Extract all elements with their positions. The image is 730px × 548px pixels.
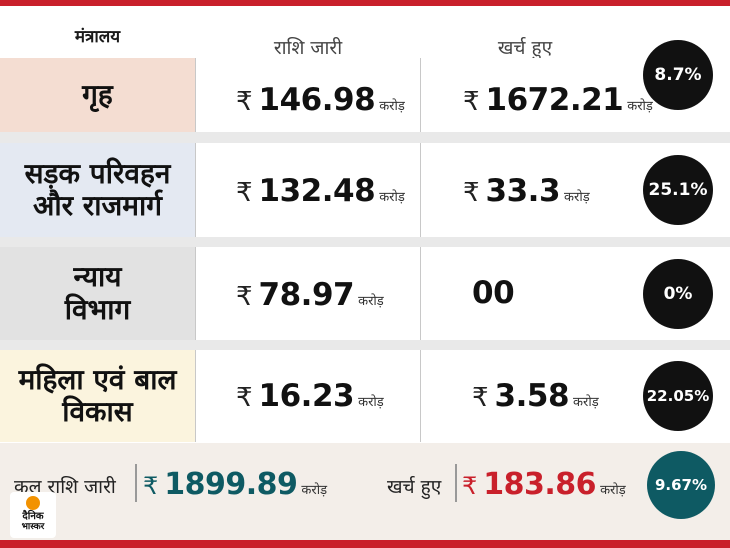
issued-amount: ₹ 146.98 करोड़ (236, 82, 405, 118)
issued-amount: ₹ 78.97 करोड़ (236, 277, 384, 313)
column-divider (420, 350, 421, 442)
header-amount-spent: खर्च हुए (497, 37, 553, 59)
ministry-label: गृह (0, 58, 195, 132)
ministry-label-line1: सड़क परिवहन (24, 156, 171, 190)
spent-amount: ₹ 33.3 करोड़ (463, 173, 590, 209)
percent-badge: 0% (643, 259, 713, 329)
unit-label: करोड़ (301, 483, 328, 498)
logo-line2: भास्कर (21, 522, 45, 532)
unit-label: करोड़ (564, 190, 590, 205)
currency-symbol: ₹ (143, 472, 159, 500)
issued-value: 78.97 (258, 277, 355, 313)
ministry-label-line1: न्याय (73, 260, 122, 294)
bottom-accent-bar (0, 540, 730, 548)
column-divider (420, 58, 421, 132)
total-issued-value: 1899.89 (164, 467, 298, 502)
currency-symbol: ₹ (462, 472, 478, 500)
table-row: सड़क परिवहन और राजमार्ग ₹ 132.48 करोड़ ₹… (0, 143, 730, 237)
total-spent-amount: ₹ 183.86 करोड़ (462, 467, 626, 502)
unit-label: करोड़ (379, 190, 405, 205)
ministry-label-line1: महिला एवं बाल (18, 362, 177, 396)
table-row: महिला एवं बाल विकास ₹ 16.23 करोड़ ₹ 3.58… (0, 350, 730, 442)
total-spent-value: 183.86 (483, 467, 597, 502)
currency-symbol: ₹ (236, 178, 253, 208)
total-summary: कुल राशि जारी ₹ 1899.89 करोड़ खर्च हुए ₹… (0, 443, 730, 540)
spent-amount: 00 (472, 275, 515, 311)
percent-badge: 25.1% (643, 155, 713, 225)
issued-value: 132.48 (258, 173, 376, 209)
ministry-label-line2: विकास (62, 395, 133, 428)
column-divider (420, 143, 421, 237)
spent-value: 00 (472, 275, 515, 311)
column-divider (195, 143, 196, 237)
issued-amount: ₹ 132.48 करोड़ (236, 173, 405, 209)
spent-amount: ₹ 3.58 करोड़ (472, 378, 599, 414)
currency-symbol: ₹ (236, 383, 253, 413)
unit-label: करोड़ (379, 99, 405, 114)
sun-icon (26, 496, 40, 510)
currency-symbol: ₹ (472, 383, 489, 413)
dainik-bhaskar-logo: दैनिक भास्कर (10, 492, 56, 538)
column-divider (420, 247, 421, 340)
spent-amount: ₹ 1672.21 करोड़ (463, 82, 653, 118)
total-divider (455, 464, 457, 502)
currency-symbol: ₹ (463, 178, 480, 208)
spent-value: 1672.21 (485, 82, 624, 118)
spent-value: 33.3 (485, 173, 561, 209)
issued-value: 146.98 (258, 82, 376, 118)
table-header: मंत्रालय राशि जारी खर्च हुए (0, 6, 730, 59)
total-divider (135, 464, 137, 502)
currency-symbol: ₹ (463, 87, 480, 117)
currency-symbol: ₹ (236, 282, 253, 312)
column-divider (195, 247, 196, 340)
total-issued-amount: ₹ 1899.89 करोड़ (143, 467, 327, 502)
ministry-label-line2: और राजमार्ग (32, 189, 163, 222)
spent-value: 3.58 (494, 378, 570, 414)
total-percent-badge: 9.67% (647, 451, 715, 519)
logo-line1: दैनिक (22, 511, 44, 522)
column-divider (195, 58, 196, 132)
table-row: न्याय विभाग ₹ 78.97 करोड़ 00 0% (0, 247, 730, 340)
total-spent-label: खर्च हुए (387, 476, 442, 498)
currency-symbol: ₹ (236, 87, 253, 117)
ministry-label: महिला एवं बाल विकास (0, 350, 195, 442)
percent-badge: 22.05% (643, 361, 713, 431)
unit-label: करोड़ (600, 483, 626, 498)
unit-label: करोड़ (573, 395, 599, 410)
table-row: गृह ₹ 146.98 करोड़ ₹ 1672.21 करोड़ 8.7% (0, 40, 730, 132)
unit-label: करोड़ (358, 294, 384, 309)
row-divider (0, 237, 730, 247)
unit-label: करोड़ (627, 99, 653, 114)
ministry-label-line2: विभाग (64, 292, 131, 326)
row-divider (0, 340, 730, 350)
ministry-label-line1: गृह (82, 77, 113, 111)
top-accent-bar (0, 0, 730, 6)
header-ministry: मंत्रालय (74, 27, 121, 47)
ministry-label: न्याय विभाग (0, 247, 195, 340)
ministry-label: सड़क परिवहन और राजमार्ग (0, 143, 195, 237)
column-divider (195, 350, 196, 442)
unit-label: करोड़ (358, 395, 384, 410)
issued-amount: ₹ 16.23 करोड़ (236, 378, 384, 414)
row-divider (0, 132, 730, 143)
header-amount-issued: राशि जारी (273, 37, 343, 59)
issued-value: 16.23 (258, 378, 355, 414)
percent-badge: 8.7% (643, 40, 713, 110)
